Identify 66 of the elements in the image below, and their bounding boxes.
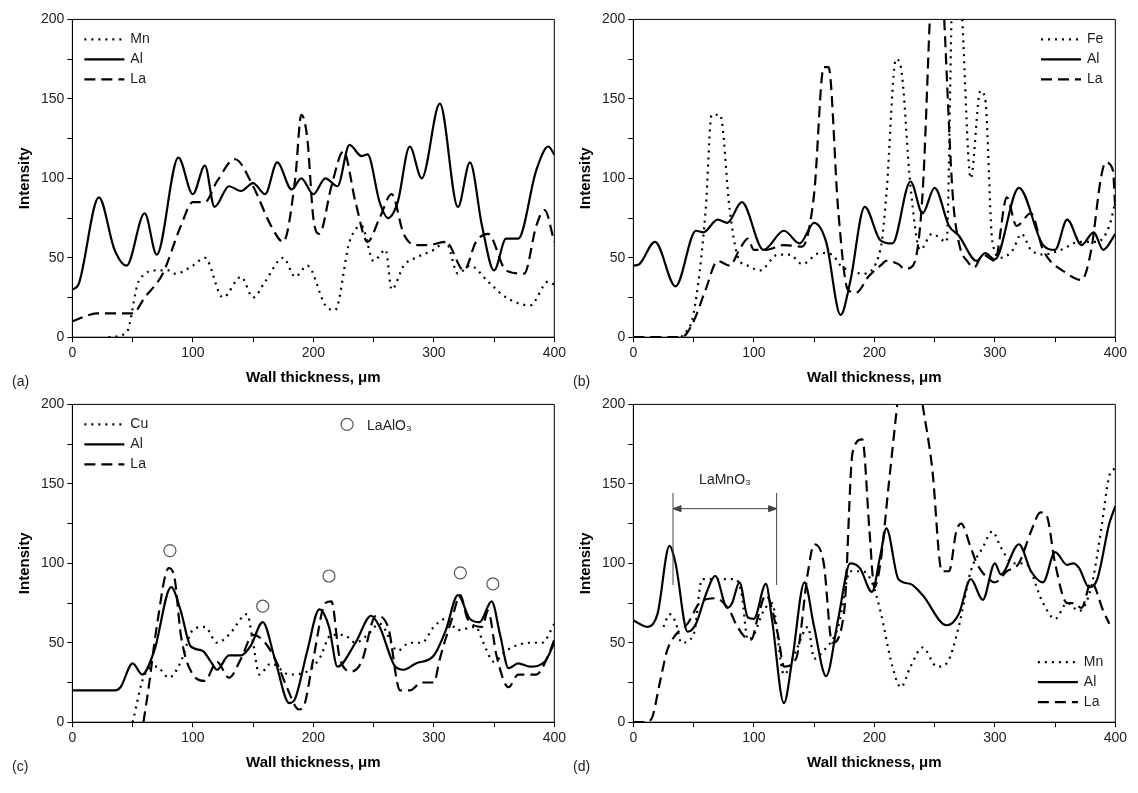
x-tick-label: 100: [181, 344, 205, 361]
y-tick-label: 200: [41, 10, 65, 27]
x-tick-label: 400: [1103, 344, 1128, 361]
y-tick-label: 100: [41, 169, 65, 186]
y-axis-title: Intensity: [576, 146, 594, 210]
legend-label: La: [1086, 70, 1103, 87]
legend-label: Fe: [1086, 30, 1104, 47]
x-tick-label: 0: [629, 729, 638, 746]
x-tick-label: 200: [301, 344, 326, 361]
y-tick-label: 200: [602, 10, 626, 27]
x-tick-label: 300: [422, 729, 446, 746]
text: (c): [12, 757, 29, 774]
x-tick-label: 100: [742, 344, 766, 361]
y-tick-label: 50: [609, 248, 626, 265]
x-tick-label: 100: [742, 729, 766, 746]
y-tick-label: 50: [609, 633, 626, 650]
y-tick-label: 50: [48, 248, 65, 265]
y-axis-title: Intensity: [15, 146, 33, 210]
legend-label: Cu: [130, 415, 149, 432]
legend-label: Mn: [1083, 653, 1104, 670]
legend-label: Al: [130, 50, 143, 67]
x-axis-title: Wall thickness, μm: [807, 368, 942, 386]
x-axis-title: Wall thickness, μm: [246, 753, 381, 771]
y-tick-label: 200: [602, 395, 626, 412]
legend-label: Al: [1083, 673, 1097, 690]
y-tick-label: 50: [48, 633, 65, 650]
y-tick-label: 200: [41, 395, 65, 412]
text: (a): [12, 372, 30, 389]
y-tick-label: 0: [56, 328, 65, 345]
y-tick-label: 100: [602, 554, 626, 571]
y-tick-label: 100: [41, 554, 65, 571]
x-tick-label: 300: [422, 344, 446, 361]
text: (b): [573, 372, 591, 389]
y-tick-label: 150: [602, 89, 626, 106]
x-tick-label: 400: [1103, 729, 1128, 746]
x-tick-label: 0: [629, 344, 638, 361]
legend-label: LaAlO₃: [367, 417, 412, 434]
x-tick-label: 100: [181, 729, 205, 746]
y-tick-label: 0: [617, 713, 626, 730]
legend-label: Al: [130, 435, 143, 452]
legend-label: Mn: [130, 30, 150, 47]
text: (d): [573, 757, 591, 774]
y-tick-label: 0: [56, 713, 65, 730]
x-tick-label: 400: [542, 729, 567, 746]
annotation: LaMnO₃: [699, 470, 751, 487]
legend-label: La: [1083, 693, 1100, 710]
y-axis-title: Intensity: [15, 531, 33, 595]
x-tick-label: 200: [301, 729, 326, 746]
x-tick-label: 300: [983, 729, 1007, 746]
y-axis-title: Intensity: [576, 531, 594, 595]
x-tick-label: 200: [862, 729, 887, 746]
y-tick-label: 100: [602, 169, 626, 186]
x-tick-label: 0: [68, 729, 77, 746]
y-tick-label: 150: [41, 474, 65, 491]
x-tick-label: 200: [862, 344, 887, 361]
x-tick-label: 300: [983, 344, 1007, 361]
x-tick-label: 400: [542, 344, 567, 361]
x-axis-title: Wall thickness, μm: [246, 368, 381, 386]
legend-label: La: [130, 70, 147, 87]
legend-label: Al: [1086, 50, 1100, 67]
y-tick-label: 150: [602, 474, 626, 491]
x-tick-label: 0: [68, 344, 77, 361]
x-axis-title: Wall thickness, μm: [807, 753, 942, 771]
legend-label: La: [130, 455, 147, 472]
y-tick-label: 150: [41, 89, 65, 106]
y-tick-label: 0: [617, 328, 626, 345]
